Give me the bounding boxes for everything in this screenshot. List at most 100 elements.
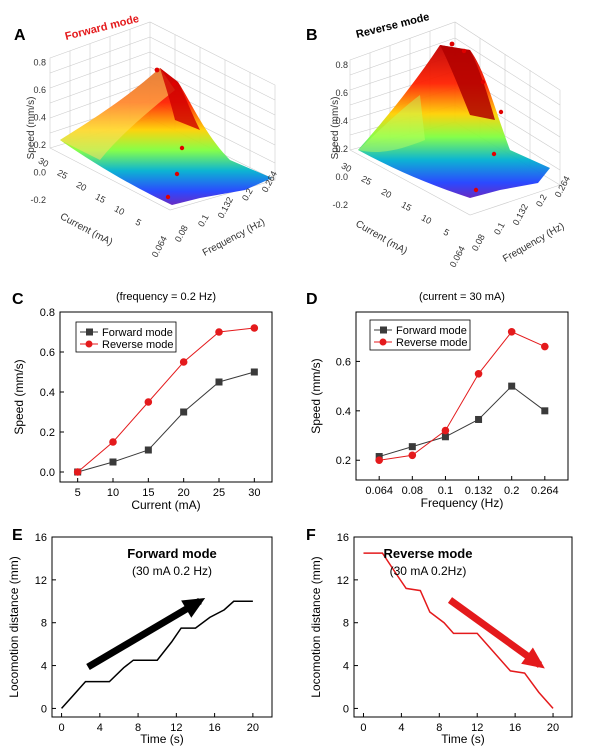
- y-tick-label: 0.4: [40, 387, 55, 399]
- panel-letter-b: B: [306, 27, 318, 44]
- z-tick-label: 0.0: [335, 172, 348, 182]
- z-tick-label: 0.8: [33, 58, 46, 68]
- y-tick-label: 10: [420, 213, 434, 227]
- y-tick-label: 25: [360, 174, 374, 188]
- data-point: [73, 468, 82, 476]
- y-axis-label: Speed (mm/s): [12, 359, 26, 434]
- data-point: [180, 408, 188, 416]
- surface-points-a: [154, 67, 185, 200]
- y-tick-label: 0.0: [40, 467, 55, 479]
- y-tick-label: 0: [41, 703, 47, 715]
- x-tick-label: 0.08: [470, 233, 487, 253]
- y-tick-label: 0.2: [336, 455, 351, 467]
- x-tick-label: 25: [213, 487, 225, 499]
- surface-title-a: Forward mode: [64, 13, 140, 43]
- chart-title: (current = 30 mA): [419, 291, 505, 303]
- z-tick-label: 0.0: [33, 168, 46, 178]
- data-point: [250, 324, 259, 332]
- plot-frame: [355, 311, 569, 481]
- chart-f: 0 4 8 12 16 0 4 8 12 16 20 Time (s) Locomotion dista…: [309, 532, 573, 746]
- z-tick-label: 0.2: [335, 144, 348, 154]
- series-line: [61, 600, 253, 709]
- x-tick-label: 12: [170, 722, 182, 734]
- legend-label: Forward mode: [102, 327, 173, 339]
- y-tick-label: 20: [75, 180, 89, 194]
- legend-marker: [379, 338, 387, 346]
- y-tick-label: 8: [41, 618, 47, 630]
- x-tick-label: 8: [135, 722, 141, 734]
- panel-letter-e: E: [12, 527, 23, 544]
- x-tick-label: 0: [59, 722, 65, 734]
- y-ticks-b: 30 25 20 15 10 5: [340, 161, 451, 238]
- mode-title: Reverse mode: [384, 546, 473, 561]
- surface-b: [358, 45, 550, 198]
- y-ticks-a: 30 25 20 15 10 5: [37, 156, 143, 228]
- y-tick-label: 15: [94, 192, 108, 206]
- y-tick-label: 12: [35, 575, 47, 587]
- z-tick-label: 0.8: [335, 60, 348, 70]
- z-ticks-b: -0.2 0.0 0.2 0.4 0.6 0.8: [332, 60, 348, 210]
- panel-a: A Forward mode -0.20.00.20.40.60.8 Speed: [14, 13, 279, 259]
- x-tick-label: 0.132: [511, 202, 530, 227]
- x-tick-label: 5: [75, 487, 81, 499]
- direction-arrow-head: [521, 647, 545, 669]
- y-tick-label: 0.2: [40, 427, 55, 439]
- x-tick-label: 30: [248, 487, 260, 499]
- legend-marker: [380, 326, 387, 334]
- plot-frame: [353, 536, 573, 718]
- x-tick-label: 20: [547, 722, 559, 734]
- y-tick-label: 8: [343, 618, 349, 630]
- data-point: [408, 451, 417, 460]
- plot-frame: [51, 536, 273, 718]
- z-tick-label: -0.2: [332, 200, 348, 210]
- x-axis-label-b: Frequency (Hz): [501, 221, 566, 265]
- panel-letter-d: D: [306, 291, 318, 308]
- x-axis-label: Current (mA): [131, 498, 200, 512]
- data-point: [441, 426, 450, 435]
- data-point: [408, 443, 416, 451]
- series-line: [379, 331, 546, 461]
- data-point: [144, 446, 152, 454]
- y-tick-label: 0.4: [336, 406, 351, 418]
- data-point: [507, 327, 516, 336]
- z-tick-label: 0.4: [335, 116, 348, 126]
- y-tick-label: 25: [56, 168, 70, 182]
- x-tick-label: 0: [360, 722, 366, 734]
- x-tick-label: 0.064: [365, 485, 393, 497]
- data-point: [144, 398, 153, 406]
- z-tick-label: 0.6: [33, 85, 46, 95]
- series-line: [379, 385, 546, 458]
- data-point: [109, 438, 117, 446]
- series-line: [363, 552, 554, 709]
- direction-arrow-shaft: [86, 597, 202, 671]
- mode-subtitle: (30 mA 0.2 Hz): [132, 564, 212, 578]
- data-point: [215, 328, 223, 336]
- chart-d: 0.2 0.4 0.6 0.064 0.08 0.1 0.132 0.2 0.264 Freque…: [309, 291, 569, 510]
- data-point: [441, 433, 449, 441]
- x-tick-label: 0.064: [150, 234, 169, 259]
- x-tick-label: 16: [509, 722, 521, 734]
- y-tick-label: 30: [340, 161, 354, 175]
- x-axis-label: Time (s): [441, 732, 485, 746]
- surface-points-b: [449, 41, 504, 193]
- x-tick-label: 0.08: [173, 224, 190, 244]
- y-tick-label: 0.6: [336, 356, 351, 368]
- x-tick-label: 0.1: [196, 213, 211, 229]
- mode-subtitle: (30 mA 0.2Hz): [390, 564, 467, 578]
- data-point: [541, 407, 549, 415]
- data-point: [475, 415, 483, 423]
- legend-label: Forward mode: [396, 325, 467, 337]
- series-line: [77, 327, 255, 473]
- surface-a: [60, 68, 272, 205]
- panel-letter-a: A: [14, 27, 26, 44]
- y-tick-label: 16: [337, 532, 349, 544]
- panel-letter-f: F: [306, 527, 316, 544]
- x-tick-label: 12: [471, 722, 483, 734]
- x-tick-label: 0.1: [438, 485, 453, 497]
- legend-box: [369, 319, 471, 351]
- y-axis-label: Locomotion distance (mm): [7, 556, 21, 697]
- y-tick-label: 4: [41, 661, 47, 673]
- z-ticks-a: -0.2 0.0 0.2 0.4 0.6 0.8: [30, 58, 46, 206]
- y-axis-label-b: Current (mA): [353, 219, 409, 257]
